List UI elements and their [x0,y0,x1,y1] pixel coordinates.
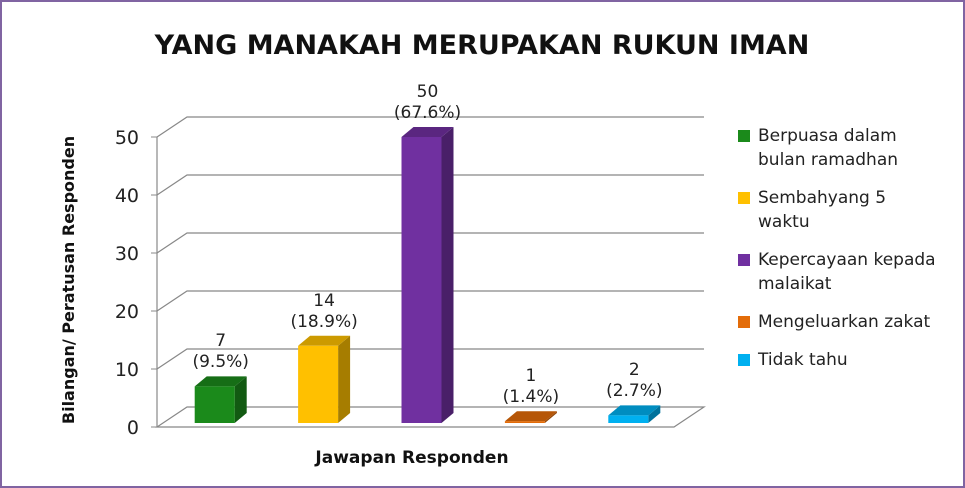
legend-swatch [738,316,750,328]
bar [194,386,235,423]
grid-line [156,290,704,312]
grid-line [156,348,704,370]
grid-line [156,116,704,138]
chart-title: YANG MANAKAH MERUPAKAN RUKUN IMAN [154,30,810,61]
legend-swatch [738,130,750,142]
x-axis-label: Jawapan Responden [314,448,508,468]
floor [155,406,706,428]
bar [504,421,545,423]
data-label: 2 (2.7%) [606,360,663,402]
bar-top [194,376,247,387]
data-label: 50 (67.6%) [393,82,462,123]
legend-label: Mengeluarkan zakat [758,312,931,332]
legend: Berpuasa dalam bulan ramadhan Sembahyang … [738,124,943,372]
bar [401,137,442,423]
legend-label: Kepercayaan kepada malaikat [758,250,936,294]
legend-swatch [738,254,750,266]
bar-side [234,376,247,423]
y-tick-label: 30 [115,243,139,265]
bar-top [608,405,661,416]
legend-label: Tidak tahu [758,350,848,370]
data-label: 14 (18.9%) [290,290,358,332]
y-tick-label: 40 [115,185,139,207]
bar-top [504,411,557,422]
bar [608,415,649,423]
bar-side [441,127,454,423]
legend-label: Berpuasa dalam bulan ramadhan [758,126,899,170]
y-tick-label: 20 [115,301,139,323]
legend-swatch [738,354,750,366]
legend-label: Sembahyang 5 waktu [758,188,887,232]
legend-item: Mengeluarkan zakat [738,310,943,334]
legend-item: Sembahyang 5 waktu [738,186,943,234]
bar-top [401,127,454,137]
bar-top [298,335,351,346]
data-label: 7 (9.5%) [192,331,249,373]
y-tick-label: 50 [115,127,139,149]
legend-item: Tidak tahu [738,348,943,372]
bar-side [648,405,661,423]
grid-line [156,174,704,196]
y-tick-label: 10 [115,359,139,381]
legend-item: Berpuasa dalam bulan ramadhan [738,124,943,172]
legend-swatch [738,192,750,204]
y-tick-label: 0 [127,417,139,439]
bar-side [544,411,557,423]
bar [298,345,339,423]
y-axis-label: Bilangan/ Peratusan Responden [59,136,78,424]
bar-side [338,335,351,423]
legend-item: Kepercayaan kepada malaikat [738,248,943,296]
grid-line [156,232,704,254]
data-label: 1 (1.4%) [502,366,560,408]
